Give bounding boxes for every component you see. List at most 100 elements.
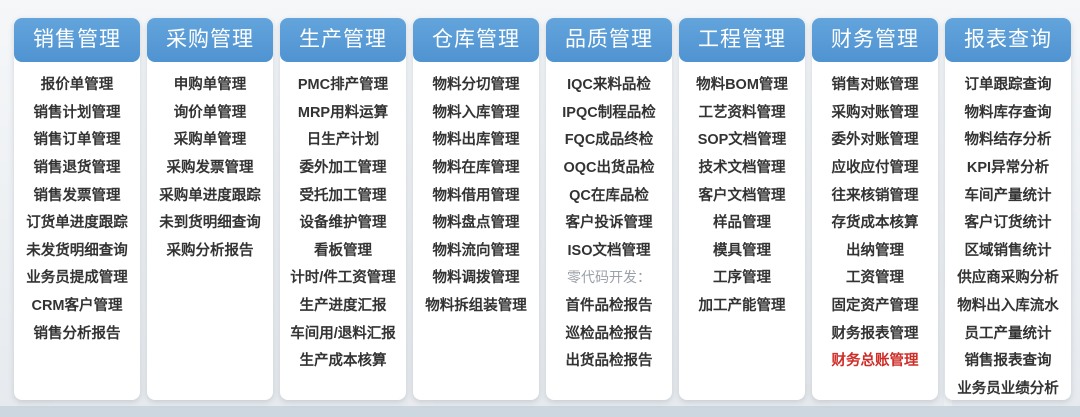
menu-item[interactable]: 物料库存查询 — [964, 104, 1052, 121]
menu-item[interactable]: 首件品检报告 — [565, 298, 653, 315]
menu-item[interactable]: 往来核销管理 — [831, 187, 919, 204]
menu-item[interactable]: 样品管理 — [713, 215, 771, 232]
column-header-quality[interactable]: 品质管理 — [546, 18, 672, 62]
menu-item[interactable]: 物料分切管理 — [432, 77, 520, 94]
menu-item[interactable]: 受托加工管理 — [299, 187, 387, 204]
menu-item[interactable]: 采购发票管理 — [166, 160, 254, 177]
column-card-sales: 销售管理报价单管理销售计划管理 销售订单管理 销售退货管理 销售发票管理 订货单进度跟踪… — [14, 18, 140, 400]
menu-item[interactable]: 固定资产管理 — [831, 298, 919, 315]
menu-item[interactable]: MRP用料运算 — [297, 104, 389, 121]
column-card-finance: 财务管理销售对账管理 采购对账管理 委外对账管理 应收应付管理 往来核销管理 存货成本核算… — [812, 18, 938, 400]
menu-item[interactable]: 物料流向管理 — [432, 242, 520, 259]
menu-item[interactable]: 物料调拨管理 — [432, 270, 520, 287]
menu-item[interactable]: FQC成品终检 — [564, 132, 654, 149]
menu-item[interactable]: 物料拆组装管理 — [425, 298, 527, 315]
menu-item[interactable]: 出纳管理 — [846, 242, 904, 259]
column-header-production[interactable]: 生产管理 — [280, 18, 406, 62]
column-list-sales: 报价单管理销售计划管理 销售订单管理 销售退货管理 销售发票管理 订货单进度跟踪 未发货明… — [14, 62, 140, 346]
menu-item[interactable]: 加工产能管理 — [698, 298, 786, 315]
menu-item[interactable]: 区域销售统计 — [964, 242, 1052, 259]
menu-item[interactable]: 业务员提成管理 — [26, 270, 128, 287]
menu-item[interactable]: 委外加工管理 — [299, 160, 387, 177]
column-header-warehouse[interactable]: 仓库管理 — [413, 18, 539, 62]
column-header-purchase[interactable]: 采购管理 — [147, 18, 273, 62]
menu-item[interactable]: 询价单管理 — [173, 104, 247, 121]
menu-item[interactable]: 财务总账管理 — [831, 353, 919, 370]
menu-item[interactable]: QC在库品检 — [569, 187, 649, 204]
menu-item[interactable]: OQC出货品检 — [563, 160, 655, 177]
menu-item[interactable]: 业务员业绩分析 — [957, 380, 1059, 397]
menu-item[interactable]: IPQC制程品检 — [562, 104, 656, 121]
menu-item[interactable]: 物料在库管理 — [432, 160, 520, 177]
menu-item[interactable]: 申购单管理 — [173, 77, 247, 94]
menu-item[interactable]: IQC来料品检 — [567, 77, 651, 94]
menu-item[interactable]: 出货品检报告 — [565, 353, 653, 370]
column-header-finance[interactable]: 财务管理 — [812, 18, 938, 62]
column-card-quality: 品质管理 IQC来料品检 IPQC制程品检 FQC成品终检 OQC出货品检 QC在库品检客… — [546, 18, 672, 400]
menu-item[interactable]: 财务报表管理 — [831, 325, 919, 342]
menu-item[interactable]: 销售报表查询 — [964, 353, 1052, 370]
menu-item[interactable]: 采购分析报告 — [166, 242, 254, 259]
menu-item[interactable]: 销售对账管理 — [831, 77, 919, 94]
menu-item[interactable]: 未到货明细查询 — [159, 215, 261, 232]
menu-item[interactable]: 物料出入库流水 — [957, 298, 1059, 315]
menu-item[interactable]: 物料借用管理 — [432, 187, 520, 204]
column-header-reports[interactable]: 报表查询 — [945, 18, 1071, 62]
bottom-band — [0, 406, 1080, 417]
menu-item[interactable]: 日生产计划 — [306, 132, 380, 149]
menu-item[interactable]: 委外对账管理 — [831, 132, 919, 149]
menu-item[interactable]: 采购单进度跟踪 — [159, 187, 261, 204]
menu-item[interactable]: 技术文档管理 — [698, 160, 786, 177]
menu-item[interactable]: 计时/件工资管理 — [290, 270, 396, 287]
column-card-engineering: 工程管理物料BOM管理 工艺资料管理 SOP文档管理 技术文档管理 客户文档管理 样品管理… — [679, 18, 805, 400]
menu-item[interactable]: 未发货明细查询 — [26, 242, 128, 259]
menu-item[interactable]: 员工产量统计 — [964, 325, 1052, 342]
menu-item[interactable]: 客户文档管理 — [698, 187, 786, 204]
menu-item[interactable]: 车间产量统计 — [964, 187, 1052, 204]
menu-item[interactable]: 物料入库管理 — [432, 104, 520, 121]
menu-item[interactable]: 供应商采购分析 — [957, 270, 1059, 287]
menu-item[interactable]: 车间用/退料汇报 — [290, 325, 396, 342]
column-header-engineering[interactable]: 工程管理 — [679, 18, 805, 62]
menu-item[interactable]: 生产成本核算 — [299, 353, 387, 370]
menu-item[interactable]: 工艺资料管理 — [698, 104, 786, 121]
menu-item[interactable]: PMC排产管理 — [297, 77, 389, 94]
column-header-sales[interactable]: 销售管理 — [14, 18, 140, 62]
column-list-warehouse: 物料分切管理 物料入库管理 物料出库管理 物料在库管理 物料借用管理 物料盘点管理 物料流向… — [413, 62, 539, 318]
menu-item[interactable]: 报价单管理 — [40, 77, 114, 94]
menu-item[interactable]: 采购对账管理 — [831, 104, 919, 121]
menu-item[interactable]: 销售发票管理 — [33, 187, 121, 204]
menu-item[interactable]: 销售订单管理 — [33, 132, 121, 149]
column-card-reports: 报表查询订单跟踪查询 物料库存查询 物料结存分析 KPI异常分析 车间产量统计 客户订货统… — [945, 18, 1071, 400]
column-list-engineering: 物料BOM管理 工艺资料管理 SOP文档管理 技术文档管理 客户文档管理 样品管理模具管理… — [679, 62, 805, 318]
menu-item[interactable]: 巡检品检报告 — [565, 325, 653, 342]
menu-item[interactable]: 订单跟踪查询 — [964, 77, 1052, 94]
menu-item[interactable]: CRM客户管理 — [31, 298, 123, 315]
menu-item[interactable]: SOP文档管理 — [697, 132, 787, 149]
menu-item[interactable]: 模具管理 — [713, 242, 771, 259]
module-board: 销售管理报价单管理销售计划管理 销售订单管理 销售退货管理 销售发票管理 订货单进度跟踪… — [14, 18, 1071, 400]
menu-item[interactable]: ISO文档管理 — [567, 242, 651, 259]
menu-item[interactable]: 物料BOM管理 — [696, 77, 788, 94]
menu-item[interactable]: 生产进度汇报 — [299, 298, 387, 315]
menu-item[interactable]: 存货成本核算 — [831, 215, 919, 232]
menu-item[interactable]: 工资管理 — [846, 270, 904, 287]
menu-item[interactable]: 应收应付管理 — [831, 160, 919, 177]
menu-item[interactable]: 采购单管理 — [173, 132, 247, 149]
menu-item[interactable]: 看板管理 — [314, 242, 372, 259]
menu-item[interactable]: 物料结存分析 — [964, 132, 1052, 149]
menu-item[interactable]: 物料出库管理 — [432, 132, 520, 149]
menu-item[interactable]: 客户订货统计 — [964, 215, 1052, 232]
menu-item[interactable]: 销售分析报告 — [33, 325, 121, 342]
menu-item[interactable]: 订货单进度跟踪 — [26, 215, 128, 232]
column-list-purchase: 申购单管理询价单管理采购单管理采购发票管理 采购单进度跟踪 未到货明细查询 采购分析报… — [147, 62, 273, 263]
menu-item[interactable]: 客户投诉管理 — [565, 215, 653, 232]
column-list-quality: IQC来料品检 IPQC制程品检 FQC成品终检 OQC出货品检 QC在库品检 客户投诉管… — [546, 62, 672, 374]
menu-item[interactable]: 工序管理 — [713, 270, 771, 287]
menu-item[interactable]: 物料盘点管理 — [432, 215, 520, 232]
menu-item[interactable]: 销售退货管理 — [33, 160, 121, 177]
menu-item[interactable]: KPI异常分析 — [966, 160, 1050, 177]
menu-item[interactable]: 销售计划管理 — [33, 104, 121, 121]
column-card-purchase: 采购管理申购单管理询价单管理采购单管理采购发票管理 采购单进度跟踪 未到货明细查询采… — [147, 18, 273, 400]
menu-item[interactable]: 设备维护管理 — [299, 215, 387, 232]
